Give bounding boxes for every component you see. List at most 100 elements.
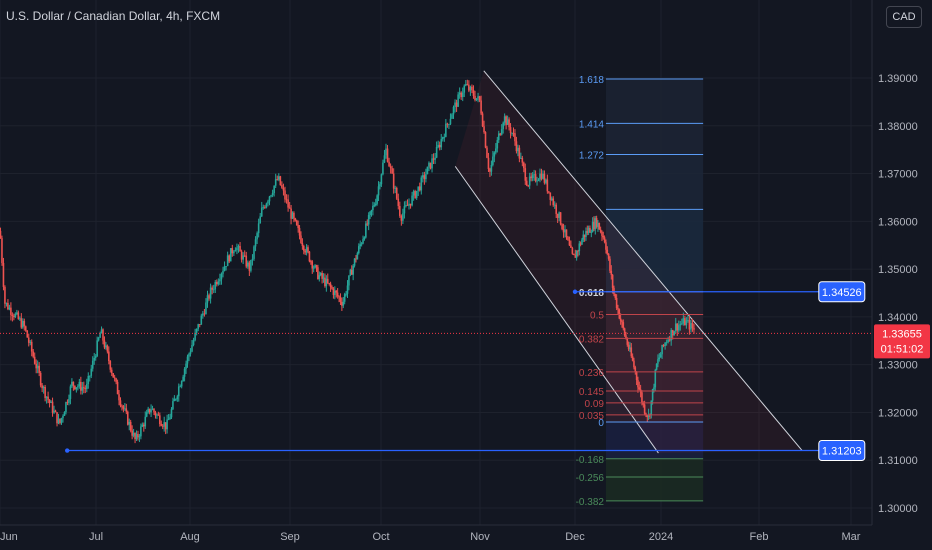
- fib-band: [605, 390, 704, 403]
- candle-body: [339, 297, 342, 302]
- candle-body: [357, 246, 360, 254]
- candle-body: [311, 261, 314, 269]
- candle-body: [688, 320, 691, 330]
- candle-body: [102, 329, 104, 341]
- candle-body: [514, 133, 516, 142]
- candle-body: [209, 287, 212, 299]
- currency-button[interactable]: CAD: [886, 6, 922, 28]
- fib-zone-fill: [605, 78, 704, 501]
- candle-body: [553, 204, 556, 206]
- y-tick-label: 1.37000: [878, 169, 918, 181]
- candle-body: [522, 162, 525, 169]
- candle-body: [568, 240, 571, 246]
- candle-body: [41, 385, 43, 389]
- x-tick-label: Dec: [565, 531, 585, 543]
- candle-body: [380, 174, 383, 185]
- candle-body: [47, 396, 49, 400]
- candle-body: [545, 179, 547, 183]
- candle-body: [10, 307, 12, 315]
- fib-band: [605, 422, 704, 459]
- candle-body: [691, 323, 694, 329]
- candle-body: [431, 158, 433, 169]
- candle-body: [304, 250, 306, 253]
- candle-body: [468, 84, 470, 91]
- candle-body: [11, 314, 14, 316]
- candle-body: [326, 278, 329, 284]
- candle-body: [251, 258, 254, 260]
- candle-body: [260, 207, 263, 217]
- candle-body: [156, 414, 158, 416]
- candle-body: [664, 342, 666, 347]
- candles: [0, 79, 695, 444]
- candle-body: [314, 265, 316, 268]
- candle-body: [68, 398, 70, 403]
- candle-body: [391, 168, 393, 174]
- candle-body: [542, 173, 544, 179]
- candle-body: [629, 347, 631, 350]
- candle-body: [16, 312, 18, 314]
- candle-body: [282, 187, 285, 191]
- candle-body: [412, 191, 415, 196]
- fib-level-label: 0.145: [579, 387, 604, 398]
- candle-body: [548, 191, 550, 193]
- candle-body: [555, 204, 557, 214]
- candle-body: [486, 147, 488, 158]
- candle-body: [452, 107, 455, 115]
- y-tick-label: 1.31000: [878, 455, 918, 467]
- candle-body: [356, 253, 359, 260]
- candle-body: [273, 185, 275, 194]
- candle-body: [587, 228, 590, 234]
- candle-body: [276, 179, 279, 181]
- candle-body: [673, 331, 676, 336]
- fib-level-label: 0.618: [579, 288, 604, 299]
- candle-body: [59, 418, 61, 423]
- candle-body: [39, 372, 42, 386]
- x-tick-label: Oct: [372, 531, 389, 543]
- x-tick-label: Jun: [0, 531, 18, 543]
- candle-body: [75, 387, 78, 390]
- x-tick-label: Mar: [842, 531, 861, 543]
- candle-body: [336, 292, 339, 297]
- candle-body: [534, 174, 537, 181]
- candle-body: [315, 265, 318, 268]
- candle-body: [374, 203, 377, 206]
- candle-body: [583, 234, 586, 238]
- candle-body: [540, 173, 543, 179]
- candle-body: [198, 324, 201, 325]
- candle-body: [328, 283, 330, 284]
- candle-body: [654, 369, 657, 388]
- candle-body: [121, 405, 123, 407]
- candle-body: [406, 205, 409, 206]
- fib-band: [605, 123, 704, 155]
- y-tick-label: 1.35000: [878, 264, 918, 276]
- candle-body: [188, 354, 190, 357]
- candle-body: [581, 239, 583, 245]
- fib-level-label: -0.256: [576, 473, 605, 484]
- candle-body: [397, 198, 400, 206]
- candle-body: [661, 344, 663, 355]
- candle-body: [546, 179, 549, 192]
- candle-body: [625, 335, 627, 339]
- candle-body: [77, 386, 79, 388]
- candle-body: [33, 356, 36, 364]
- candle-body: [157, 414, 160, 416]
- candle-body: [332, 288, 335, 295]
- fib-level-label: 1.272: [579, 150, 604, 161]
- candle-body: [56, 412, 58, 424]
- candle-body: [562, 229, 565, 233]
- candle-body: [590, 232, 593, 233]
- candle-body: [148, 408, 151, 413]
- fib-level-label: 0: [598, 418, 604, 429]
- candle-body: [570, 245, 572, 248]
- candle-body: [265, 203, 268, 208]
- candle-body: [591, 221, 594, 233]
- candle-body: [451, 114, 453, 119]
- candle-body: [481, 113, 484, 127]
- candle-body: [145, 412, 148, 417]
- candle-body: [202, 313, 204, 316]
- candle-body: [141, 424, 144, 427]
- candle-body: [463, 85, 466, 93]
- candle-body: [22, 320, 24, 328]
